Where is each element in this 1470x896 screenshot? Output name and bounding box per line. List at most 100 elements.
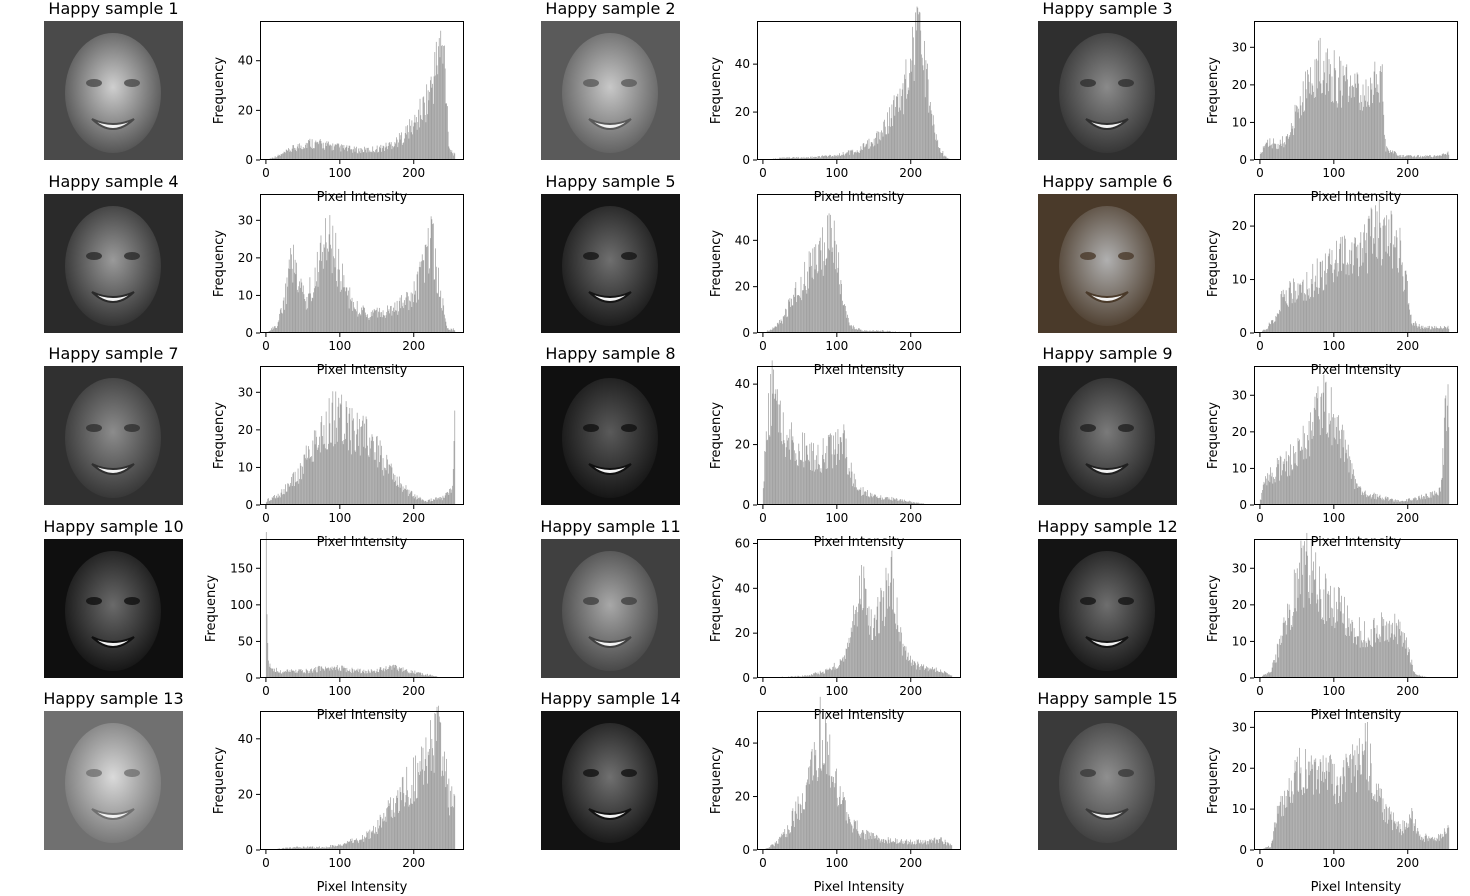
histogram-bar (794, 827, 795, 850)
histogram-bar (941, 153, 942, 160)
histogram-bar (1300, 96, 1301, 160)
histogram-bar (929, 839, 930, 850)
histogram-bar (429, 755, 430, 850)
histogram-bar (356, 670, 357, 678)
histogram-bar (399, 811, 400, 850)
histogram-bar (428, 90, 429, 160)
histogram-bar (790, 298, 791, 333)
histogram-bar (910, 59, 911, 160)
histogram-bar (334, 667, 335, 678)
histogram-bar (444, 46, 445, 160)
histogram-bar (361, 153, 362, 160)
histogram-bar (292, 671, 293, 678)
histogram-bar (1281, 457, 1282, 505)
y-tick-label: 0 (1239, 153, 1247, 167)
histogram-bar (1379, 496, 1380, 505)
histogram-bar (1296, 762, 1297, 850)
y-tick-label: 20 (735, 105, 750, 119)
histogram-bar (905, 841, 906, 850)
histogram-bar (310, 669, 311, 678)
histogram-bar (945, 842, 946, 850)
histogram-bar (1333, 617, 1334, 678)
histogram-bar (800, 298, 801, 333)
histogram-bar (383, 310, 384, 333)
histogram-bar (917, 840, 918, 850)
histogram-bar (345, 439, 346, 505)
histogram-bar (1345, 792, 1346, 850)
histogram-bar (1338, 803, 1339, 850)
histogram-bar (1435, 840, 1436, 850)
histogram-bar (922, 58, 923, 160)
histogram-bar (814, 247, 815, 333)
histogram-bar (1403, 833, 1404, 850)
histogram-bar (380, 145, 381, 160)
histogram-bar (1355, 750, 1356, 850)
histogram-bar (361, 840, 362, 850)
histogram-bar (1410, 662, 1411, 678)
histogram-bar (857, 150, 858, 160)
histogram-bar (1349, 96, 1350, 160)
histogram-bar (1280, 456, 1281, 505)
histogram-bar (293, 245, 294, 333)
histogram-bar (1335, 418, 1336, 505)
histogram-bar (366, 837, 367, 850)
histogram-bar (403, 143, 404, 160)
histogram-bar (865, 589, 866, 678)
histogram-bar (1275, 477, 1276, 505)
histogram-bar (1408, 304, 1409, 333)
histogram-bar (906, 839, 907, 850)
histogram-bar (388, 311, 389, 333)
histogram-bar (864, 492, 865, 505)
histogram-bar (870, 146, 871, 160)
histogram-bar (1442, 834, 1443, 850)
histogram-bar (1363, 232, 1364, 333)
x-tick-label: 200 (899, 511, 922, 525)
histogram-bar (420, 99, 421, 160)
histogram-bar (277, 326, 278, 333)
histogram-bar (852, 832, 853, 850)
histogram-bar (423, 748, 424, 850)
histogram-bar (443, 305, 444, 333)
histogram-bar (846, 820, 847, 850)
histogram-bar (879, 839, 880, 850)
histogram-bar (860, 488, 861, 505)
histogram-bar (450, 791, 451, 850)
histogram-bar (361, 840, 362, 850)
histogram-bar (911, 842, 912, 850)
histogram-bar (886, 568, 887, 678)
histogram-bar (359, 419, 360, 505)
histogram-bar (1368, 781, 1369, 850)
histogram-bar (1265, 476, 1266, 505)
y-tick-label: 20 (735, 438, 750, 452)
histogram-bar (413, 126, 414, 160)
histogram-bar (392, 818, 393, 850)
histogram-bar (815, 470, 816, 505)
histogram-bar (383, 813, 384, 850)
histogram-bar (268, 498, 269, 505)
histogram-bar (375, 150, 376, 160)
y-tick-label: 20 (238, 251, 253, 265)
histogram-bar (1433, 839, 1434, 850)
histogram-bar (786, 447, 787, 505)
histogram-bar (1363, 107, 1364, 160)
histogram-bar (899, 108, 900, 160)
histogram-bar (393, 308, 394, 333)
histogram-bar (1290, 444, 1291, 505)
histogram-bar (324, 669, 325, 678)
histogram-bar (1363, 647, 1364, 678)
histogram-bar (1363, 495, 1364, 505)
histogram-bar (420, 262, 421, 333)
histogram-bar (368, 455, 369, 505)
histogram-bar (795, 811, 796, 850)
histogram-bar (924, 843, 925, 850)
histogram-bar (325, 667, 326, 678)
histogram-bar (879, 633, 880, 678)
histogram-bar (299, 281, 300, 333)
histogram-bar (846, 457, 847, 505)
histogram-bar (1367, 647, 1368, 678)
histogram-bar (1334, 270, 1335, 333)
histogram-bar (406, 485, 407, 505)
histogram-bar (897, 97, 898, 160)
histogram-bar (847, 152, 848, 160)
